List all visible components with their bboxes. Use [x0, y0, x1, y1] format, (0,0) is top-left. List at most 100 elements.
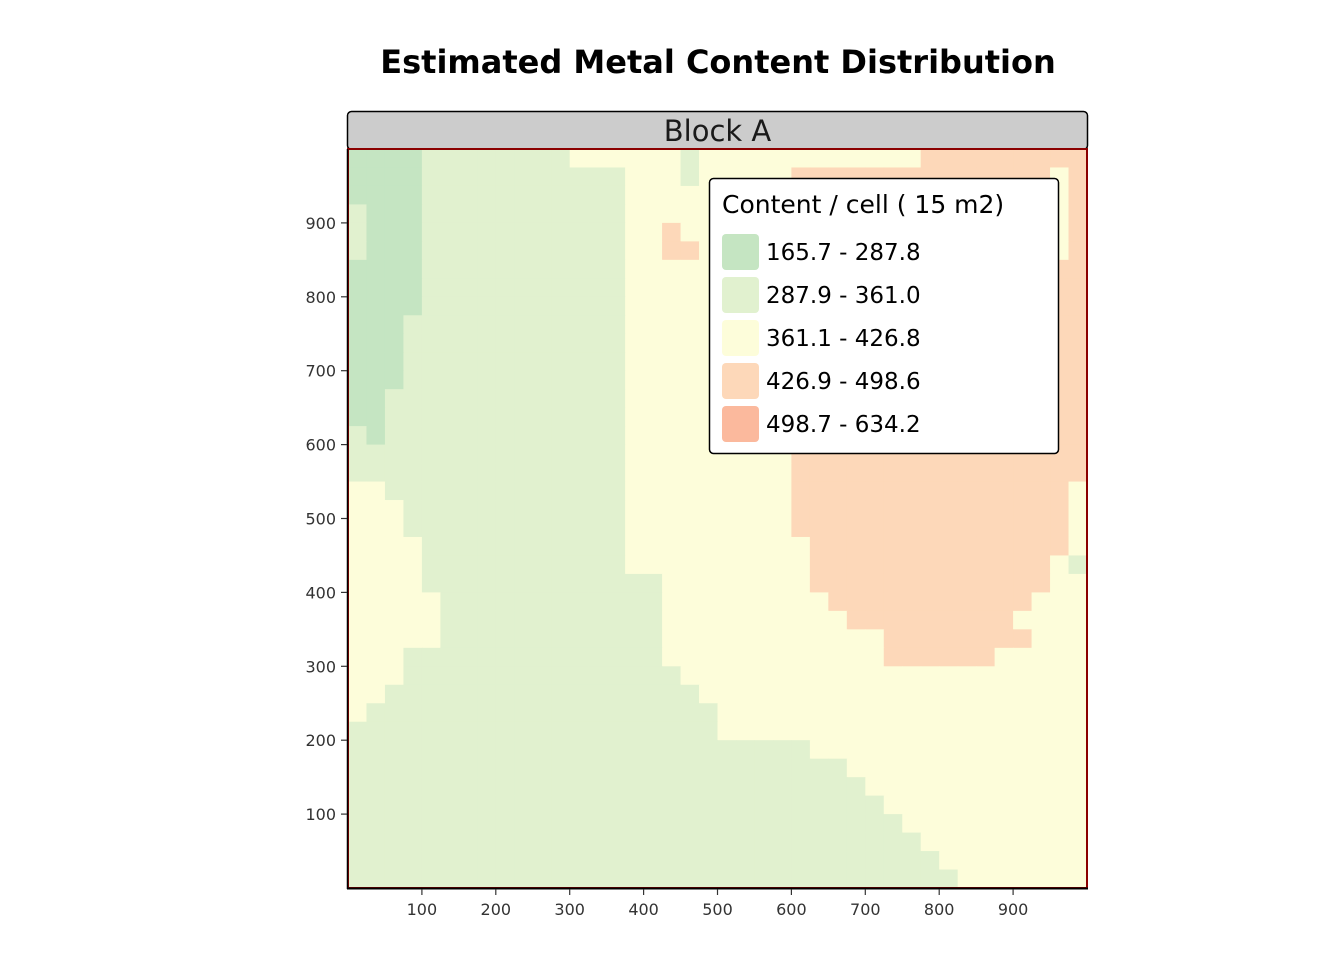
- heatmap-cell: [643, 555, 663, 575]
- heatmap-cell: [495, 592, 515, 612]
- heatmap-cell: [957, 518, 977, 538]
- heatmap-cell: [643, 573, 663, 593]
- heatmap-cell: [384, 518, 405, 538]
- heatmap-cell: [865, 149, 885, 169]
- heatmap-cell: [809, 740, 829, 760]
- heatmap-cell: [994, 647, 1014, 667]
- heatmap-cell: [865, 684, 885, 704]
- heatmap-cell: [883, 758, 903, 778]
- heatmap-cell: [939, 684, 959, 704]
- heatmap-cell: [458, 832, 478, 852]
- heatmap-cell: [1068, 647, 1088, 667]
- heatmap-cell: [1068, 740, 1088, 760]
- heatmap-cell: [662, 666, 682, 686]
- heatmap-cell: [551, 721, 571, 741]
- heatmap-cell: [569, 500, 589, 520]
- heatmap-cell: [662, 536, 682, 557]
- heatmap-cell: [440, 536, 460, 557]
- heatmap-cell: [680, 629, 700, 649]
- heatmap-cell: [735, 703, 756, 723]
- heatmap-cell: [680, 149, 700, 169]
- heatmap-cell: [403, 629, 423, 649]
- heatmap-cell: [532, 814, 552, 834]
- heatmap-cell: [976, 721, 996, 741]
- heatmap-cell: [883, 629, 903, 649]
- heatmap-cell: [699, 518, 719, 538]
- heatmap-cell: [403, 814, 423, 834]
- heatmap-cell: [846, 758, 866, 778]
- heatmap-cell: [1050, 777, 1070, 797]
- heatmap-cell: [606, 426, 626, 446]
- heatmap-cell: [477, 407, 497, 427]
- heatmap-cell: [920, 573, 940, 593]
- heatmap-cell: [939, 647, 959, 667]
- heatmap-cell: [551, 149, 571, 169]
- heatmap-cell: [1031, 666, 1051, 686]
- heatmap-cell: [828, 518, 848, 538]
- heatmap-cell: [662, 518, 682, 538]
- heatmap-cell: [366, 259, 386, 279]
- heatmap-cell: [551, 851, 571, 871]
- heatmap-cell: [348, 278, 368, 298]
- heatmap-cell: [772, 814, 792, 834]
- heatmap-cell: [1031, 684, 1051, 704]
- heatmap-cell: [421, 149, 441, 169]
- heatmap-cell: [477, 204, 497, 224]
- heatmap-cell: [1068, 352, 1088, 372]
- heatmap-cell: [920, 869, 940, 889]
- heatmap-cell: [606, 740, 626, 760]
- heatmap-cell: [569, 518, 589, 538]
- heatmap-cell: [421, 684, 441, 704]
- heatmap-cell: [957, 647, 977, 667]
- y-axis-ticks: 100 200 300 400 500 600 700 800 900: [305, 214, 347, 824]
- heatmap-cell: [754, 629, 774, 649]
- heatmap-cell: [551, 481, 571, 501]
- heatmap-cell: [458, 407, 478, 427]
- heatmap-cell: [662, 740, 682, 760]
- heatmap-cell: [828, 481, 848, 501]
- heatmap-cell: [440, 370, 460, 390]
- heatmap-cell: [440, 610, 460, 630]
- heatmap-cell: [366, 204, 386, 224]
- heatmap-cell: [754, 814, 774, 834]
- heatmap-cell: [883, 832, 903, 852]
- heatmap-cell: [532, 370, 552, 390]
- heatmap-cell: [625, 647, 645, 667]
- heatmap-cell: [1050, 684, 1070, 704]
- heatmap-cell: [348, 740, 368, 760]
- heatmap-cell: [994, 463, 1014, 483]
- heatmap-cell: [643, 444, 663, 464]
- heatmap-cell: [1050, 740, 1070, 760]
- heatmap-cell: [699, 740, 719, 760]
- heatmap-cell: [643, 352, 663, 372]
- heatmap-cell: [477, 684, 497, 704]
- heatmap-cell: [403, 149, 423, 169]
- x-tick-label: 900: [998, 900, 1029, 919]
- heatmap-cell: [569, 444, 589, 464]
- heatmap-cell: [680, 370, 700, 390]
- heatmap-cell: [495, 389, 515, 409]
- heatmap-cell: [939, 536, 959, 557]
- heatmap-cell: [828, 814, 848, 834]
- heatmap-cell: [754, 777, 774, 797]
- heatmap-cell: [809, 629, 829, 649]
- heatmap-cell: [791, 463, 811, 483]
- heatmap-cell: [809, 684, 829, 704]
- heatmap-cell: [883, 518, 903, 538]
- heatmap-cell: [662, 684, 682, 704]
- heatmap-cell: [662, 204, 682, 224]
- heatmap-cell: [348, 407, 368, 427]
- heatmap-cell: [514, 536, 534, 557]
- heatmap-cell: [514, 222, 534, 242]
- heatmap-cell: [348, 185, 368, 206]
- heatmap-cell: [1031, 149, 1051, 169]
- heatmap-cell: [606, 444, 626, 464]
- heatmap-cell: [976, 463, 996, 483]
- heatmap-cell: [348, 555, 368, 575]
- heatmap-cell: [680, 592, 700, 612]
- heatmap-cell: [477, 481, 497, 501]
- heatmap-cell: [421, 610, 441, 630]
- heatmap-cell: [957, 740, 977, 760]
- heatmap-cell: [846, 518, 866, 538]
- heatmap-cell: [846, 610, 866, 630]
